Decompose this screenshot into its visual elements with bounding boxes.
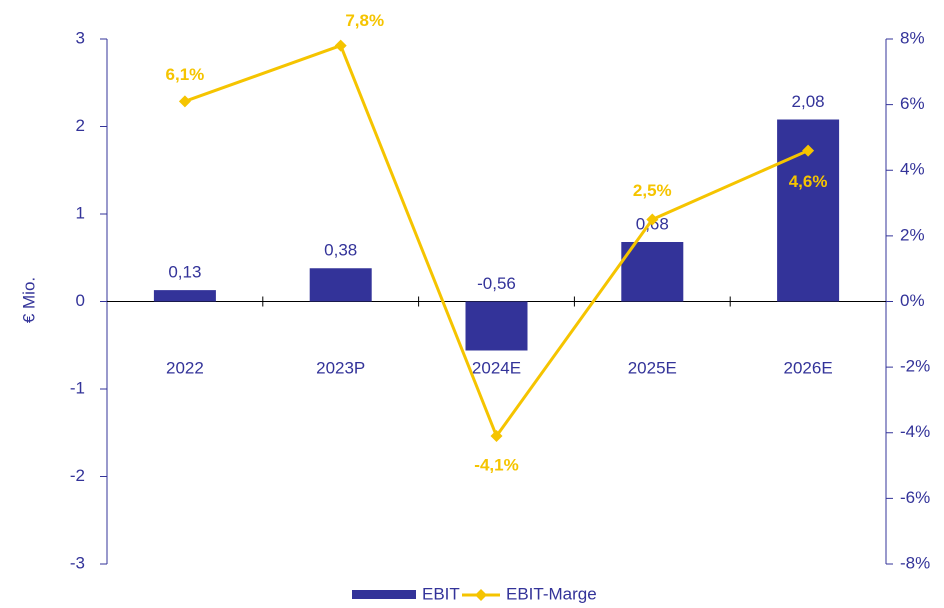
y2-tick-label: -4% xyxy=(900,422,930,441)
line-marker xyxy=(490,430,503,443)
line-value-label: 7,8% xyxy=(345,11,384,30)
bar-value-label: 0,13 xyxy=(168,263,201,282)
y2-tick-label: -8% xyxy=(900,553,930,572)
legend-swatch xyxy=(352,590,416,599)
line-marker xyxy=(802,144,815,157)
legend-label: EBIT-Marge xyxy=(506,584,597,603)
y-tick-label: -1 xyxy=(70,378,85,397)
x-tick-label: 2022 xyxy=(166,358,204,377)
y-tick-label: -2 xyxy=(70,466,85,485)
legend-label: EBIT xyxy=(422,584,460,603)
y2-tick-label: 6% xyxy=(900,94,925,113)
line-marker xyxy=(178,95,191,108)
bar xyxy=(465,301,528,351)
line-value-label: 6,1% xyxy=(166,65,205,84)
line-value-label: 4,6% xyxy=(789,172,828,191)
y-tick-label: 0 xyxy=(76,291,85,310)
line-marker xyxy=(646,213,659,226)
y-tick-label: 1 xyxy=(76,203,85,222)
x-tick-label: 2024E xyxy=(472,358,521,377)
line-marker xyxy=(334,39,347,52)
y2-tick-label: 4% xyxy=(900,160,925,179)
y2-tick-label: 2% xyxy=(900,225,925,244)
y2-tick-label: -6% xyxy=(900,488,930,507)
y-tick-label: -3 xyxy=(70,553,85,572)
bar-value-label: 2,08 xyxy=(792,92,825,111)
bar-value-label: -0,56 xyxy=(477,274,516,293)
legend-swatch xyxy=(475,589,487,601)
y2-tick-label: -2% xyxy=(900,357,930,376)
y-axis-label: € Mio. xyxy=(19,277,38,323)
bar xyxy=(621,242,684,302)
bar xyxy=(309,268,372,302)
x-tick-label: 2026E xyxy=(784,358,833,377)
line-value-label: 2,5% xyxy=(633,181,672,200)
x-tick-label: 2025E xyxy=(628,358,677,377)
y-tick-label: 2 xyxy=(76,116,85,135)
x-tick-label: 2023P xyxy=(316,358,365,377)
bar-value-label: 0,38 xyxy=(324,241,357,260)
bar xyxy=(153,290,216,302)
y2-tick-label: 8% xyxy=(900,28,925,47)
line-value-label: -4,1% xyxy=(474,456,518,475)
y2-tick-label: 0% xyxy=(900,291,925,310)
y-tick-label: 3 xyxy=(76,28,85,47)
